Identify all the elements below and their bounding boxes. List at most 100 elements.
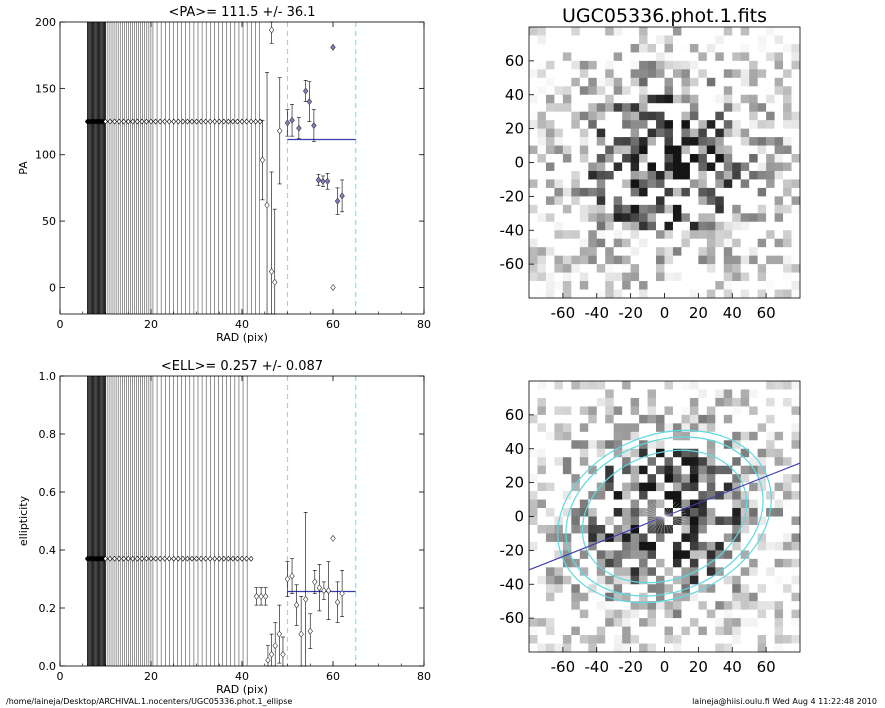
image-pixel [672,491,682,500]
image-pixel [766,230,775,240]
image-pixel [537,196,547,206]
image-pixel [664,137,674,146]
image-pixel [723,482,733,492]
image-pixel [613,592,623,602]
image-pixel [571,179,581,189]
image-pixel [545,406,555,416]
image-pixel [571,230,581,240]
fixed-point-marker [116,118,122,125]
image-pixel [630,289,640,299]
image-pixel [545,491,555,500]
image-pixel [588,584,598,594]
fixed-point-marker [121,118,127,125]
image-pixel [706,154,716,163]
image-pixel [783,247,792,256]
image-pixel [647,154,657,163]
image-pixel [766,448,775,458]
fixed-point-marker [235,118,240,125]
image-pixel [656,289,665,299]
y-tick-label: -20 [500,541,525,559]
image-pixel [664,213,674,223]
image-pixel [639,238,648,248]
image-pixel [715,27,725,36]
image-pixel [766,120,775,129]
image-pixel [613,635,623,644]
image-pixel [562,213,572,223]
image-pixel [757,154,767,163]
image-pixel [715,204,725,214]
image-pixel [723,397,733,407]
image-pixel [740,69,750,79]
image-pixel [537,187,547,197]
image-pixel [596,179,606,189]
image-pixel [596,431,606,441]
image-pixel [605,238,614,248]
image-pixel [757,414,767,424]
image-pixel [622,27,631,36]
image-pixel [562,247,572,256]
image-pixel [613,60,623,70]
image-pixel [672,609,682,619]
image-pixel [588,431,598,441]
image-pixel [740,508,750,517]
image-pixel [562,592,572,602]
image-pixel [571,474,581,483]
image-pixel [588,43,598,53]
image-pixel [639,213,648,223]
image-pixel [706,448,716,458]
image-pixel [656,221,665,231]
image-pixel [537,264,547,273]
image-pixel [791,609,801,619]
image-pixel [647,601,657,610]
image-pixel [766,533,775,543]
image-pixel [579,550,589,560]
image-pixel [715,94,725,104]
image-pixel [706,86,716,96]
image-pixel [681,609,691,619]
image-pixel [706,524,716,534]
image-pixel [647,541,657,551]
image-pixel [664,618,674,627]
image-pixel [622,533,631,543]
image-pixel [723,52,733,62]
image-pixel [613,406,623,416]
image-pixel [706,43,716,53]
image-pixel [588,592,598,602]
image-pixel [732,499,742,509]
image-pixel [537,440,547,450]
image-pixel [723,187,733,197]
image-pixel [740,414,750,424]
image-pixel [672,255,682,265]
image-pixel [613,162,623,172]
image-pixel [537,457,547,466]
image-pixel [749,221,758,231]
image-pixel [791,499,801,509]
image-pixel [689,414,699,424]
image-pixel [537,618,547,627]
image-pixel [647,618,657,627]
image-pixel [783,465,792,475]
image-pixel [630,187,640,197]
image-pixel [774,145,784,155]
image-pixel [689,389,699,399]
image-pixel [766,281,775,290]
image-pixel [588,128,598,138]
image-pixel [656,111,665,121]
image-pixel [545,264,555,273]
fixed-point-marker [130,555,136,562]
image-pixel [723,128,733,138]
image-pixel [605,491,614,500]
image-pixel [554,508,564,517]
image-pixel [647,389,657,399]
image-pixel [656,541,665,551]
image-pixel [672,601,682,610]
image-pixel [672,508,682,517]
image-pixel [639,448,648,458]
image-pixel [571,389,581,399]
x-axis-label: RAD (pix) [216,683,268,696]
image-pixel [749,52,758,62]
image-pixel [562,406,572,416]
image-pixel [715,281,725,290]
image-pixel [757,120,767,129]
image-pixel [656,406,665,416]
